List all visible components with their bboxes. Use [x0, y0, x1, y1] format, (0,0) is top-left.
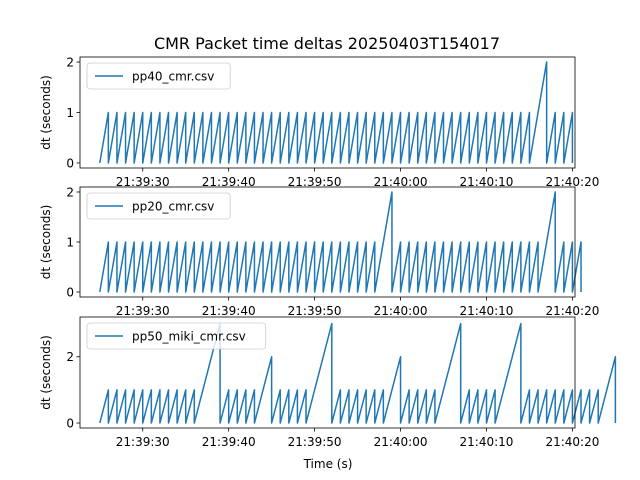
y-tick-label: 2 — [66, 55, 74, 69]
x-tick-label: 21:40:10 — [460, 175, 514, 189]
x-tick-label: 21:40:00 — [374, 435, 428, 449]
x-tick-label: 21:40:10 — [460, 435, 514, 449]
x-tick-label: 21:39:30 — [116, 435, 170, 449]
legend-box — [86, 322, 267, 350]
y-tick-label: 2 — [66, 350, 74, 364]
legend: pp20_cmr.csv — [86, 192, 231, 220]
x-tick-label: 21:39:30 — [116, 304, 170, 318]
x-tick-label: 21:39:50 — [288, 304, 342, 318]
x-tick-label: 21:39:40 — [202, 304, 256, 318]
subplots: 0 1 2 21:39:30 21:39:40 21:39:50 21:40:00 21:40… — [39, 55, 617, 449]
subplot-1: 0 1 2 21:39:30 21:39:40 21:39:50 21:40:00 21:40… — [39, 55, 599, 189]
figure-title: CMR Packet time deltas 20250403T154017 — [154, 34, 500, 53]
subplot-2: 0 1 2 21:39:30 21:39:40 21:39:50 21:40:00 21:40… — [39, 185, 599, 318]
series-line-1 — [99, 61, 574, 164]
legend-box — [86, 192, 231, 220]
legend-label: pp20_cmr.csv — [132, 200, 214, 214]
y-tick-label: 2 — [66, 185, 74, 199]
legend-label: pp50_miki_cmr.csv — [132, 330, 246, 344]
legend-box — [86, 62, 231, 90]
legend: pp50_miki_cmr.csv — [86, 322, 267, 350]
x-tick-label: 21:40:00 — [374, 304, 428, 318]
y-axis-label: dt (seconds) — [39, 75, 53, 150]
x-tick-label: 21:39:40 — [202, 435, 256, 449]
x-axis-label: Time (s) — [303, 457, 353, 471]
x-tick-label: 21:39:50 — [288, 435, 342, 449]
series-line-3 — [99, 322, 617, 424]
legend: pp40_cmr.csv — [86, 62, 231, 90]
y-tick-label: 1 — [66, 235, 74, 249]
legend-label: pp40_cmr.csv — [132, 70, 214, 84]
y-axis-label: dt (seconds) — [39, 205, 53, 280]
subplot-3: 0 2 21:39:30 21:39:40 21:39:50 21:40:00 21:40:… — [39, 316, 617, 449]
series-line-2 — [99, 191, 582, 293]
y-tick-label: 0 — [66, 416, 74, 430]
y-tick-label: 1 — [66, 106, 74, 120]
x-tick-label: 21:40:20 — [545, 175, 599, 189]
x-tick-label: 21:39:40 — [202, 175, 256, 189]
x-tick-label: 21:39:50 — [288, 175, 342, 189]
x-tick-label: 21:39:30 — [116, 175, 170, 189]
y-tick-label: 0 — [66, 285, 74, 299]
axes-frame — [79, 316, 576, 429]
y-axis-label: dt (seconds) — [39, 335, 53, 410]
x-tick-label: 21:40:00 — [374, 175, 428, 189]
x-tick-label: 21:40:10 — [460, 304, 514, 318]
y-tick-label: 0 — [66, 156, 74, 170]
x-tick-label: 21:40:20 — [545, 435, 599, 449]
x-tick-label: 21:40:20 — [545, 304, 599, 318]
